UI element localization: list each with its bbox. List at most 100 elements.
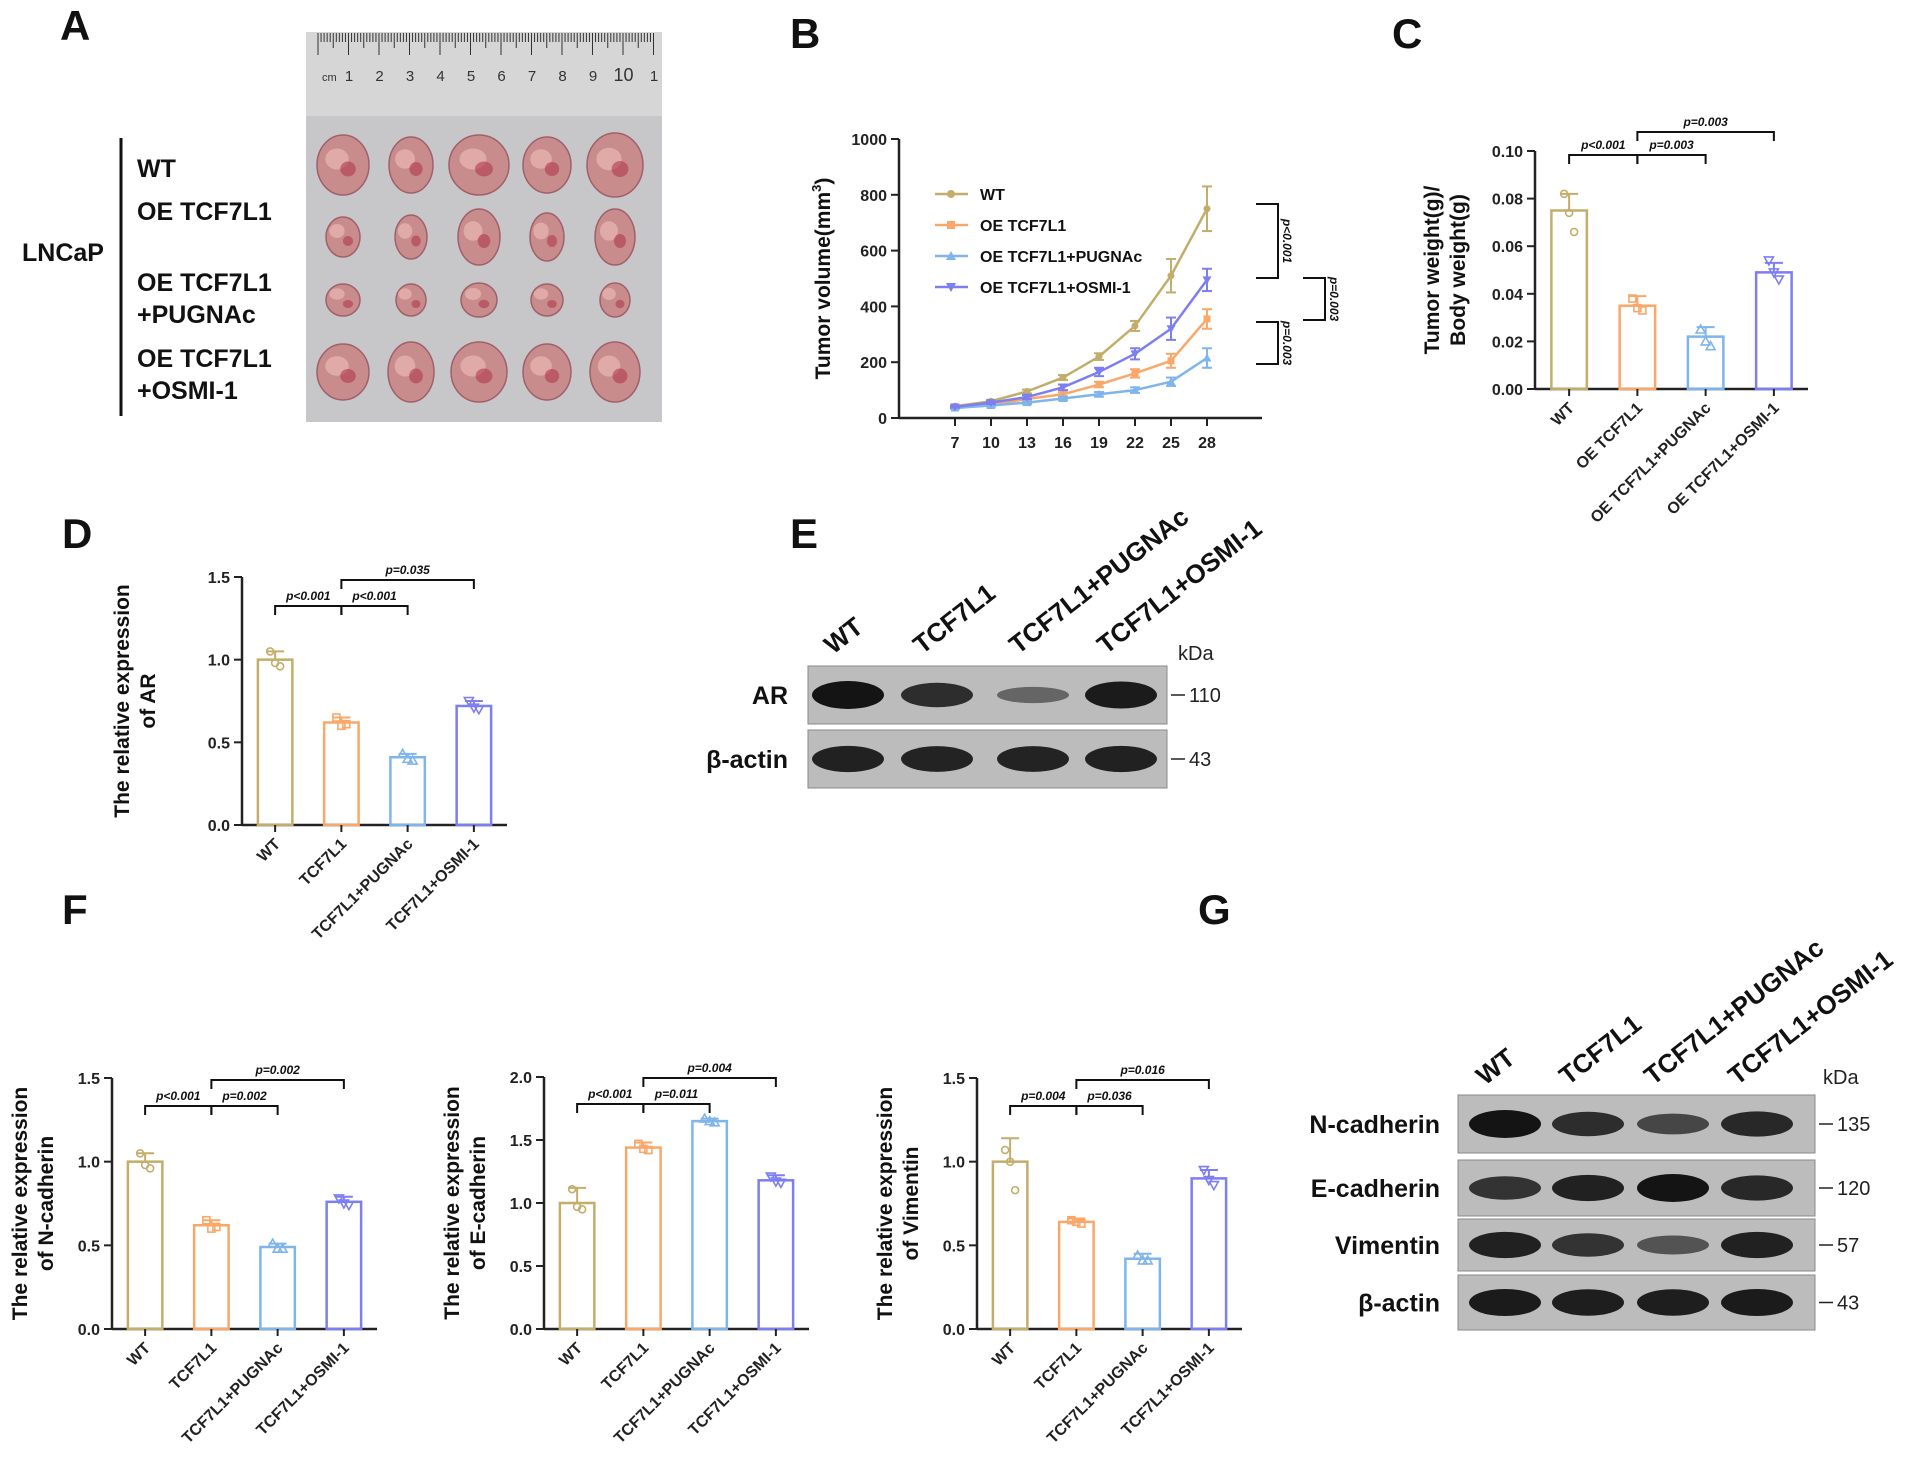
sig-bracket — [144, 1105, 213, 1115]
panel-label-b: B — [790, 10, 820, 57]
protein-band — [1721, 1231, 1793, 1259]
tumor-vessel — [409, 162, 423, 176]
x-tick-label: WT — [1548, 400, 1578, 430]
lane-label: WT — [818, 611, 868, 660]
tumor-vessel — [340, 369, 356, 383]
sig-label: p=0.011 — [654, 1087, 699, 1101]
marker-triangle — [1094, 389, 1104, 398]
tumor-vessel — [342, 236, 354, 246]
ruler-number: 7 — [528, 68, 536, 85]
tumor-vessel — [477, 234, 491, 248]
lane-label: WT — [1470, 1042, 1520, 1091]
y-tick-label: 0.0 — [943, 1322, 965, 1339]
cell-line-label: LNCaP — [22, 239, 104, 267]
sig-label: p=0.004 — [1020, 1089, 1066, 1103]
marker-triangle-down — [1166, 325, 1176, 334]
y-tick-label: 0.5 — [510, 1259, 532, 1276]
chart-b-significance: p<0.001 p=0.003 p=0.003 — [1256, 203, 1341, 366]
bar — [1124, 1257, 1162, 1331]
tumor-vessel — [614, 234, 626, 248]
marker-triangle — [1694, 323, 1707, 334]
kda-marker: 57 — [1837, 1235, 1859, 1257]
x-tick-label: TCF7L1 — [297, 836, 351, 890]
chart-b-tumor-volume: 0 200 400 600 800 1000 7 10 13 16 19 22 25 28 Tumor vo… — [809, 132, 1262, 452]
marker-circle — [577, 1205, 587, 1214]
y-tick-label: 1.0 — [943, 1155, 965, 1172]
group-label-pugnac-2: +PUGNAc — [137, 301, 256, 329]
y-tick-label: 0.08 — [1492, 192, 1523, 209]
protein-band — [1469, 1176, 1541, 1200]
protein-band — [812, 681, 884, 709]
tumor-highlight — [533, 222, 549, 240]
marker-triangle — [1058, 393, 1068, 402]
marker-circle — [947, 190, 955, 198]
marker-triangle-down — [1022, 393, 1032, 402]
sig-label-b-2: p=0.003 — [1327, 276, 1341, 322]
protein-band — [1637, 1289, 1709, 1316]
marker-triangle-down — [473, 704, 485, 716]
y-tick-label: 0.04 — [1492, 287, 1523, 304]
y-axis-title: of N-cadherin — [35, 1136, 58, 1271]
chart-f-e-cadherin: 0.0 0.5 1.0 1.5 2.0 The relative expression of… — [441, 1061, 809, 1447]
bar — [1754, 271, 1793, 391]
protein-band — [1552, 1174, 1624, 1202]
protein-band — [1552, 1233, 1624, 1257]
marker-triangle — [1202, 353, 1212, 362]
sig-bracket — [210, 1079, 345, 1089]
x-tick-label: 28 — [1198, 435, 1216, 452]
marker-square — [1203, 315, 1211, 323]
marker-circle — [275, 661, 285, 671]
sig-label: p=0.003 — [1682, 115, 1728, 129]
chart-d-ar-expression: 0.0 0.5 1.0 1.5 The relative expression of AR… — [111, 563, 507, 943]
bar — [691, 1119, 729, 1331]
group-label-wt: WT — [137, 155, 176, 183]
protein-band — [1469, 1231, 1541, 1259]
sig-bracket-b-3 — [1256, 321, 1279, 365]
tumor-vessel — [475, 161, 493, 177]
ruler-number: 3 — [406, 68, 414, 85]
sig-bracket — [1568, 154, 1639, 164]
y-tick-label: 0.0 — [78, 1322, 100, 1339]
y-tick-label: 0.0 — [208, 818, 230, 835]
tumor-vessel — [544, 162, 560, 176]
marker-square — [337, 721, 346, 731]
y-tick-label: 0.10 — [1492, 144, 1523, 161]
ruler-number: 6 — [497, 68, 505, 85]
x-tick-label: OE TCF7L1+PUGNAc — [1588, 400, 1715, 527]
tumor-highlight — [464, 288, 482, 300]
group-label-oe: OE TCF7L1 — [137, 198, 272, 226]
bar — [1550, 209, 1589, 391]
y-tick-label: 0.00 — [1492, 382, 1523, 399]
marker-triangle — [276, 1242, 289, 1253]
blot-protein-label: E-cadherin — [1311, 1175, 1440, 1203]
chart-f-vimentin: 0.0 0.5 1.0 1.5 The relative expression of Vi… — [874, 1063, 1242, 1447]
marker-square — [639, 1144, 648, 1154]
marker-square — [1633, 303, 1642, 313]
marker-square — [1077, 1219, 1086, 1228]
tumor-vessel — [340, 161, 356, 177]
tumor-highlight — [600, 221, 618, 241]
bar — [1190, 1177, 1228, 1331]
marker-circle — [1000, 1145, 1010, 1155]
y-tick-label: 0.5 — [943, 1238, 965, 1255]
tumor-highlight — [530, 356, 552, 376]
sig-bracket — [642, 1077, 777, 1087]
marker-triangle-down — [1768, 268, 1780, 279]
marker-triangle-down — [1202, 276, 1212, 285]
protein-band — [1721, 1175, 1793, 1201]
sig-label-b-1: p<0.001 — [1280, 218, 1294, 264]
tumor-vessel — [611, 161, 629, 177]
protein-band — [812, 745, 884, 773]
tumor-highlight — [329, 224, 345, 238]
y-tick-label: 0.0 — [510, 1322, 532, 1339]
marker-circle — [1131, 322, 1139, 330]
ruler-ticks — [317, 33, 654, 55]
y-tick-label: 800 — [860, 188, 887, 205]
y-tick-label: 0.06 — [1492, 239, 1523, 256]
marker-triangle-down — [1094, 368, 1104, 377]
bar — [192, 1224, 230, 1331]
ruler-number: 4 — [436, 68, 444, 85]
marker-triangle-down — [1058, 383, 1068, 392]
y-tick-label: 1.0 — [208, 653, 230, 670]
